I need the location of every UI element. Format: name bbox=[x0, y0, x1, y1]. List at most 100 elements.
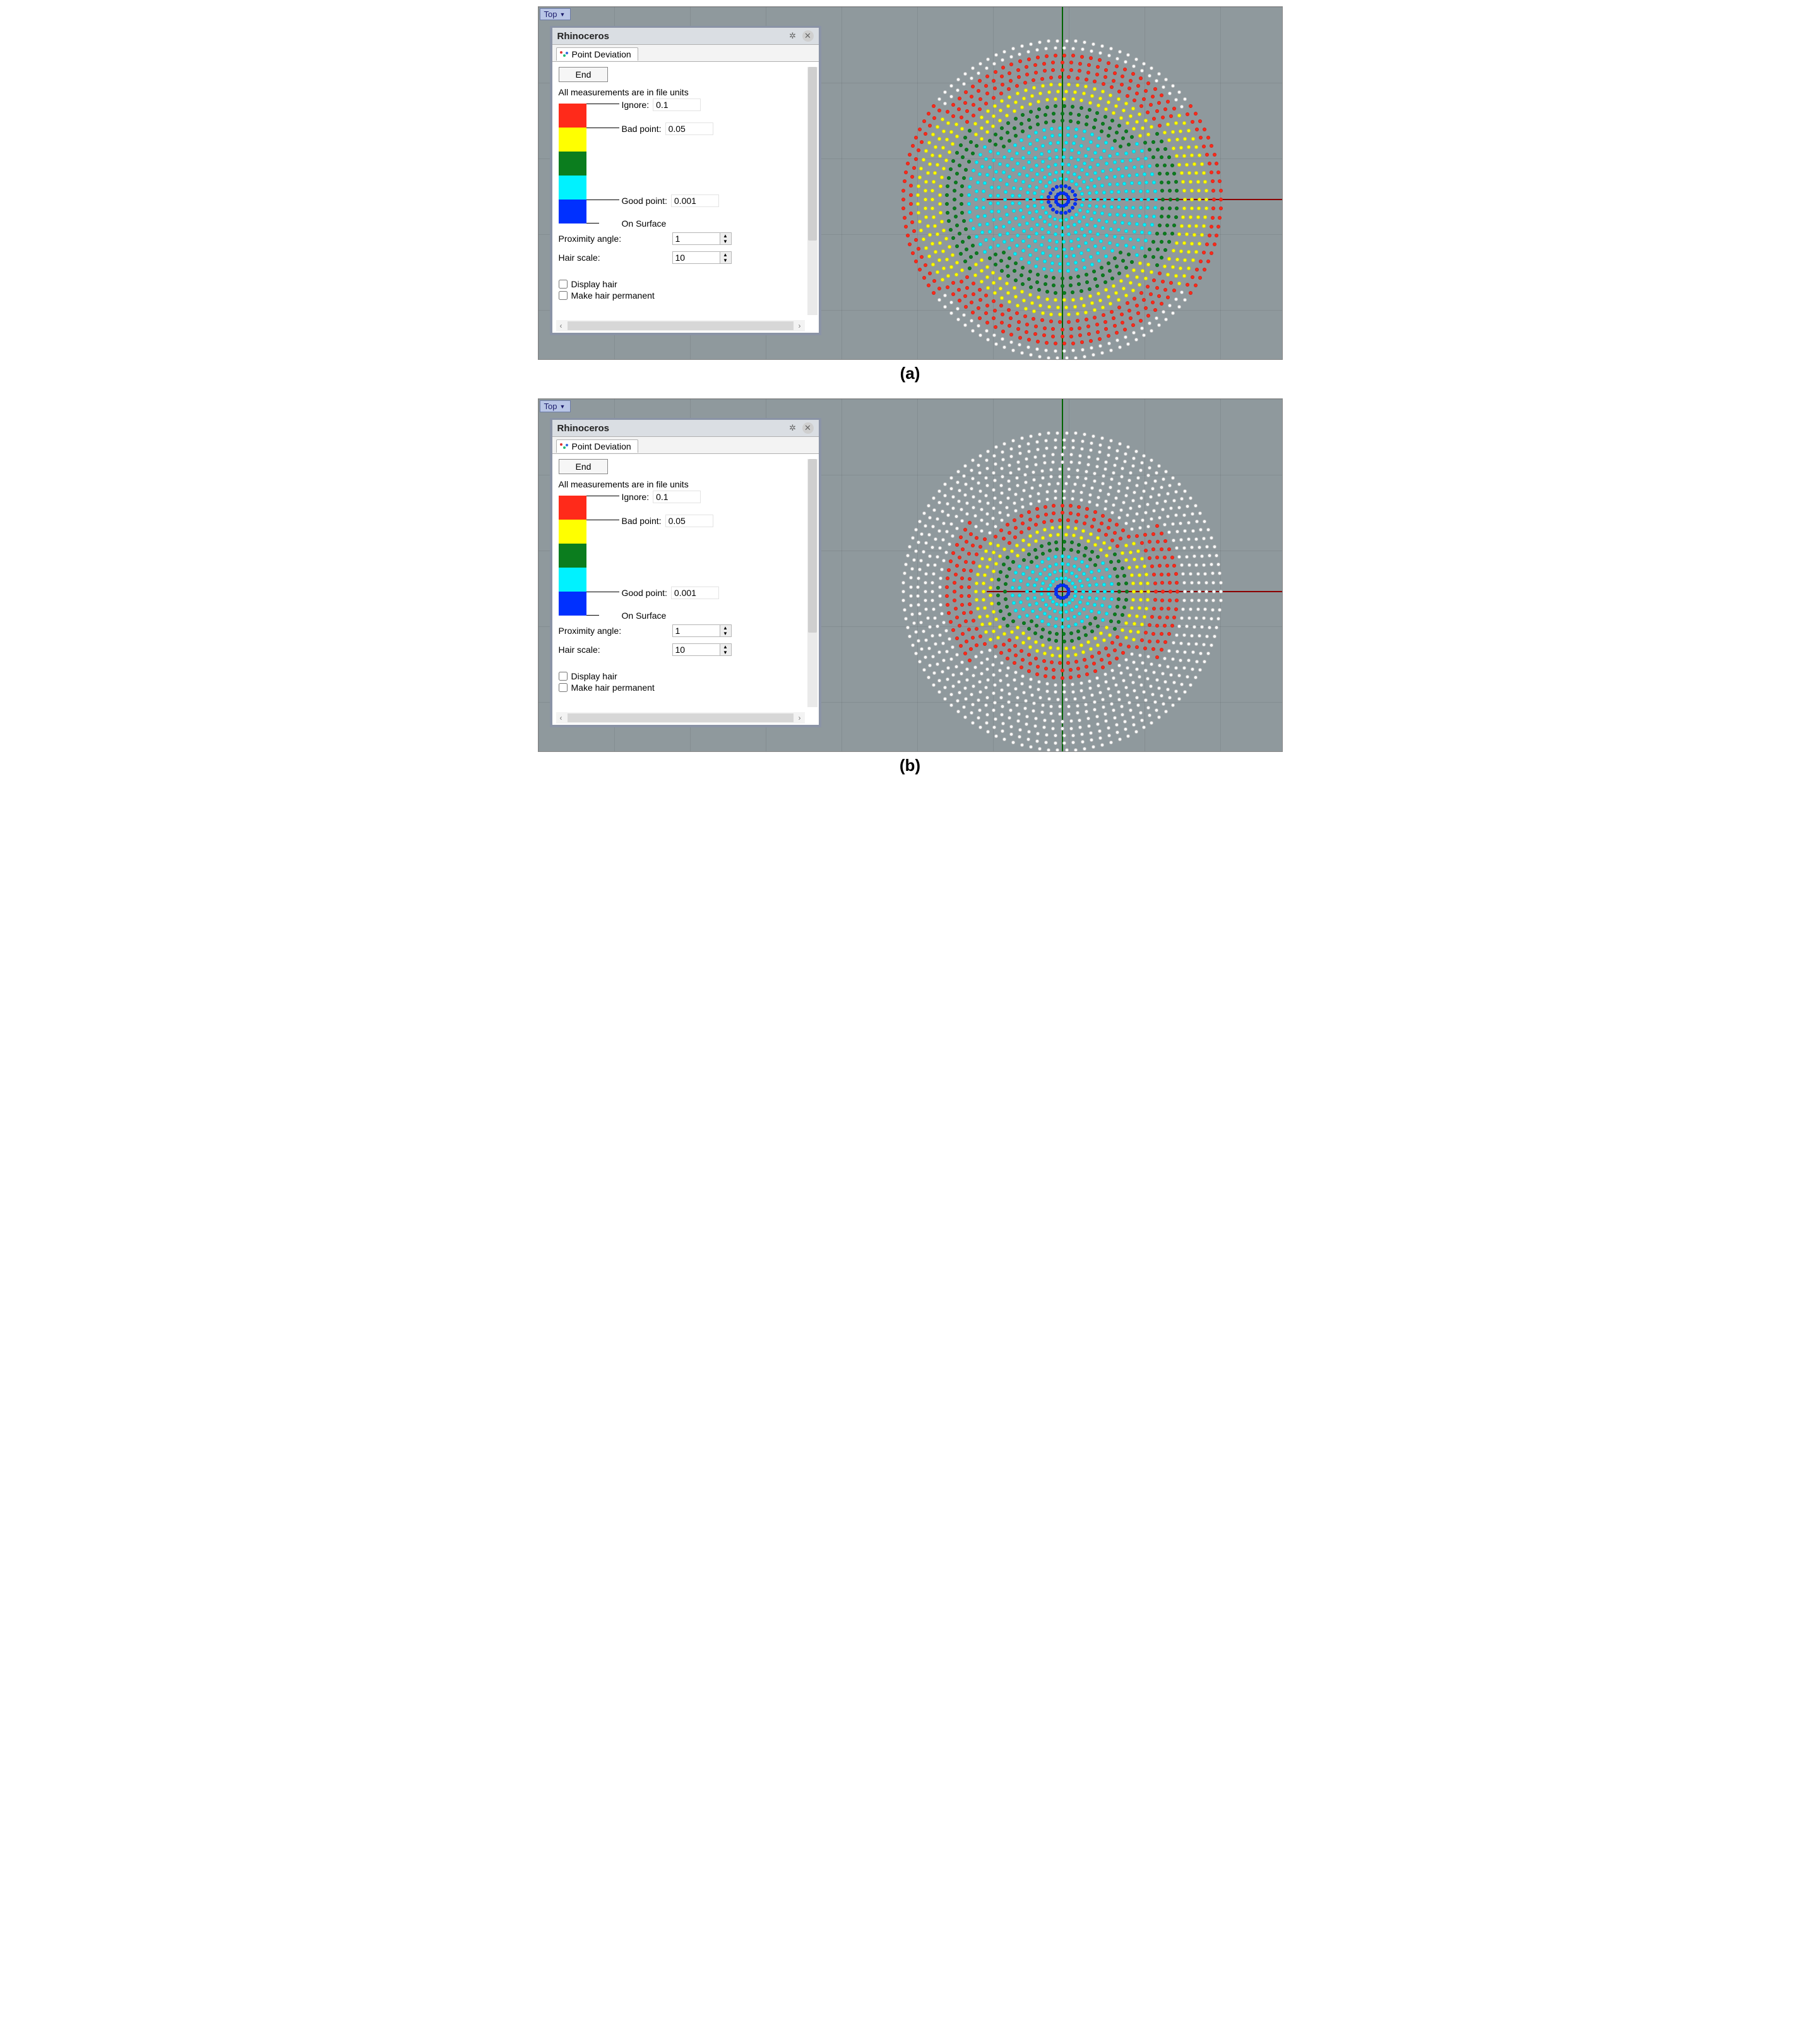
deviation-point bbox=[1124, 294, 1128, 297]
deviation-point bbox=[1059, 184, 1063, 188]
scroll-left-icon[interactable]: ‹ bbox=[556, 713, 566, 722]
deviation-point bbox=[937, 298, 941, 302]
viewport-title-tab[interactable]: Top ▼ bbox=[540, 8, 571, 20]
hair-scale-input[interactable] bbox=[672, 251, 720, 264]
hair-scale-spinbox[interactable]: ▲▼ bbox=[672, 251, 732, 264]
deviation-point bbox=[1002, 632, 1006, 636]
deviation-point bbox=[1076, 76, 1080, 80]
legend-swatch-cyan bbox=[559, 568, 586, 592]
legend-swatch-red bbox=[559, 496, 586, 520]
spin-down-icon[interactable]: ▼ bbox=[720, 258, 731, 263]
hair-scale-input[interactable] bbox=[672, 643, 720, 656]
deviation-point bbox=[922, 119, 926, 123]
display-hair-checkbox[interactable] bbox=[559, 280, 568, 289]
deviation-point bbox=[1006, 496, 1010, 500]
deviation-point bbox=[1027, 730, 1031, 734]
legend-swatch-green bbox=[559, 152, 586, 176]
spin-up-icon[interactable]: ▲ bbox=[720, 233, 731, 239]
deviation-point bbox=[1040, 227, 1044, 231]
make-permanent-checkbox[interactable] bbox=[559, 683, 568, 692]
scroll-right-icon[interactable]: › bbox=[795, 713, 805, 722]
dialog-titlebar[interactable]: Rhinoceros ✲ ✕ bbox=[552, 28, 819, 45]
viewport-title-tab[interactable]: Top ▼ bbox=[540, 400, 571, 412]
tab-point-deviation[interactable]: Point Deviation bbox=[556, 47, 638, 61]
good-point-input[interactable] bbox=[671, 587, 719, 599]
proximity-angle-input[interactable] bbox=[672, 624, 720, 637]
deviation-point bbox=[948, 542, 951, 546]
dialog-titlebar[interactable]: Rhinoceros ✲ ✕ bbox=[552, 420, 819, 437]
deviation-point bbox=[1000, 518, 1004, 522]
deviation-point bbox=[1093, 700, 1097, 704]
display-hair-checkbox[interactable] bbox=[559, 672, 568, 681]
gear-icon[interactable]: ✲ bbox=[787, 30, 799, 42]
deviation-point bbox=[1113, 256, 1117, 260]
deviation-point bbox=[1131, 289, 1135, 292]
proximity-angle-input[interactable] bbox=[672, 232, 720, 245]
hair-scale-spinbox[interactable]: ▲▼ bbox=[672, 643, 732, 656]
proximity-angle-spinbox[interactable]: ▲▼ bbox=[672, 232, 732, 245]
deviation-point bbox=[926, 224, 930, 228]
deviation-point bbox=[1155, 286, 1159, 290]
deviation-point bbox=[1018, 52, 1021, 56]
close-icon[interactable]: ✕ bbox=[802, 30, 814, 42]
legend-swatch-blue bbox=[559, 200, 586, 224]
deviation-point bbox=[1028, 126, 1032, 129]
deviation-point bbox=[999, 92, 1003, 95]
spin-down-icon[interactable]: ▼ bbox=[720, 650, 731, 655]
deviation-point bbox=[1132, 456, 1136, 460]
chevron-down-icon: ▼ bbox=[559, 403, 565, 410]
deviation-point bbox=[1143, 533, 1147, 537]
deviation-point bbox=[989, 246, 992, 249]
deviation-point bbox=[1001, 83, 1004, 86]
close-icon[interactable]: ✕ bbox=[802, 422, 814, 434]
deviation-point bbox=[1090, 263, 1094, 266]
tab-point-deviation[interactable]: Point Deviation bbox=[556, 439, 638, 453]
deviation-point bbox=[1187, 145, 1191, 149]
deviation-point bbox=[1061, 170, 1064, 174]
spin-up-icon[interactable]: ▲ bbox=[720, 625, 731, 631]
deviation-point bbox=[1219, 189, 1223, 193]
deviation-point bbox=[1165, 224, 1169, 227]
scroll-right-icon[interactable]: › bbox=[795, 321, 805, 330]
deviation-point bbox=[960, 211, 964, 215]
deviation-point bbox=[1108, 126, 1112, 130]
spin-up-icon[interactable]: ▲ bbox=[720, 252, 731, 258]
deviation-point bbox=[1066, 587, 1070, 591]
deviation-point bbox=[1175, 590, 1179, 593]
spin-down-icon[interactable]: ▼ bbox=[720, 631, 731, 636]
deviation-point bbox=[1131, 715, 1135, 719]
scroll-left-icon[interactable]: ‹ bbox=[556, 321, 566, 330]
deviation-point bbox=[1101, 561, 1105, 565]
make-permanent-checkbox[interactable] bbox=[559, 291, 568, 300]
deviation-point bbox=[904, 563, 908, 566]
deviation-point bbox=[1054, 349, 1057, 353]
spin-up-icon[interactable]: ▲ bbox=[720, 644, 731, 650]
deviation-point bbox=[1034, 325, 1038, 328]
proximity-angle-spinbox[interactable]: ▲▼ bbox=[672, 624, 732, 637]
bad-point-input[interactable] bbox=[665, 122, 713, 135]
ignore-input[interactable] bbox=[653, 491, 701, 503]
display-hair-label: Display hair bbox=[571, 671, 617, 681]
deviation-point bbox=[994, 462, 997, 466]
ignore-input[interactable] bbox=[653, 98, 701, 111]
hair-scale-row: Hair scale: ▲▼ bbox=[559, 251, 812, 264]
bad-point-input[interactable] bbox=[665, 515, 713, 527]
good-point-input[interactable] bbox=[671, 194, 719, 207]
dialog-hscrollbar[interactable]: ‹ › bbox=[556, 712, 805, 724]
deviation-point bbox=[1219, 581, 1223, 585]
deviation-point bbox=[1061, 233, 1064, 237]
deviation-point bbox=[1028, 662, 1032, 665]
spin-down-icon[interactable]: ▼ bbox=[720, 239, 731, 244]
dialog-vscrollbar[interactable] bbox=[807, 67, 818, 315]
end-button[interactable]: End bbox=[559, 459, 609, 474]
deviation-point bbox=[1093, 543, 1097, 547]
deviation-point bbox=[1080, 681, 1083, 685]
dialog-vscrollbar[interactable] bbox=[807, 459, 818, 707]
gear-icon[interactable]: ✲ bbox=[787, 422, 799, 434]
dialog-hscrollbar[interactable]: ‹ › bbox=[556, 320, 805, 331]
deviation-point bbox=[914, 238, 918, 242]
deviation-point bbox=[1196, 215, 1200, 219]
deviation-point bbox=[1014, 117, 1018, 121]
deviation-point bbox=[934, 537, 937, 541]
end-button[interactable]: End bbox=[559, 67, 609, 82]
